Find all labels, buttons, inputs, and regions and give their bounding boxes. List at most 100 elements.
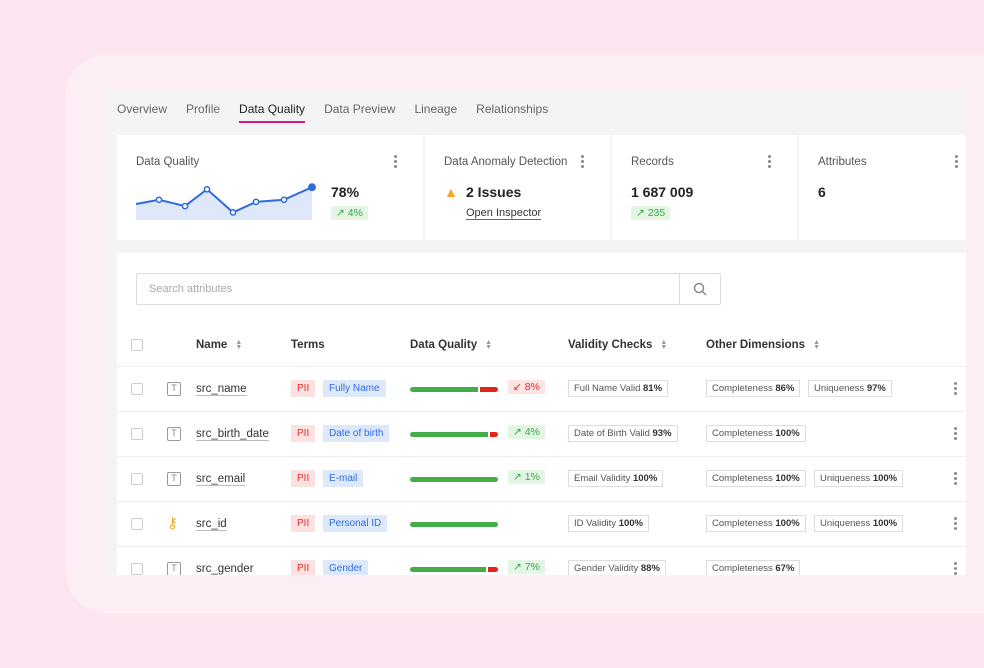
quality-delta: ↗ 1% xyxy=(508,470,545,484)
more-icon[interactable] xyxy=(581,155,585,170)
text-type-icon: T xyxy=(167,427,181,441)
select-all-checkbox[interactable] xyxy=(131,339,143,351)
chip-label: Email Validity xyxy=(574,473,631,484)
tab-data-quality[interactable]: Data Quality xyxy=(239,102,306,123)
dimension-chip: Uniqueness 100% xyxy=(814,470,904,487)
quality-pass-fill xyxy=(410,522,498,527)
header-label: Other Dimensions xyxy=(706,339,806,351)
term-tag[interactable]: Date of birth xyxy=(323,425,390,442)
pii-tag[interactable]: PII xyxy=(291,515,316,532)
column-header-other-dimensions[interactable]: Other Dimensions ▲ ▼ xyxy=(706,339,820,351)
chip-label: Completeness xyxy=(712,518,773,529)
chip-value: 100% xyxy=(775,473,800,484)
tab-overview[interactable]: Overview xyxy=(117,102,168,116)
more-icon[interactable] xyxy=(394,155,398,170)
attribute-name-link[interactable]: src_email xyxy=(196,473,246,486)
row-more-icon[interactable] xyxy=(954,562,958,575)
attribute-name-link[interactable]: src_gender xyxy=(196,563,254,575)
row-more-icon[interactable] xyxy=(954,472,958,487)
column-header-data-quality[interactable]: Data Quality ▲ ▼ xyxy=(410,339,492,351)
column-header-terms[interactable]: Terms xyxy=(291,339,325,351)
sort-icon[interactable]: ▲ ▼ xyxy=(485,338,493,351)
tab-bar: Overview Profile Data Quality Data Preview L… xyxy=(117,102,567,123)
chip-value: 97% xyxy=(866,383,886,394)
attribute-name-link[interactable]: src_birth_date xyxy=(196,428,269,441)
term-tag[interactable]: Gender xyxy=(323,560,369,575)
pii-tag[interactable]: PII xyxy=(291,560,316,575)
term-tag[interactable]: Fully Name xyxy=(323,380,386,397)
chip-value: 81% xyxy=(643,383,663,394)
header-label: Terms xyxy=(291,339,325,351)
sparkline-point xyxy=(203,185,211,193)
delta-text: 4% xyxy=(524,426,540,438)
card-title: Data Anomaly Detection xyxy=(444,156,568,168)
search-button[interactable] xyxy=(679,273,721,305)
sparkline-line xyxy=(135,186,313,214)
chip-value: 100% xyxy=(872,518,898,529)
chip-label: Date of Birth Valid xyxy=(574,428,650,439)
row-checkbox[interactable] xyxy=(131,473,143,485)
open-inspector-link[interactable]: Open Inspector xyxy=(466,207,542,220)
row-checkbox[interactable] xyxy=(131,428,143,440)
quality-bar xyxy=(410,567,498,572)
sort-icon[interactable]: ▲ ▼ xyxy=(813,338,820,351)
quality-fail-fill xyxy=(487,567,498,572)
warning-icon: ▲ xyxy=(444,184,458,200)
attribute-name-link[interactable]: src_name xyxy=(196,383,247,396)
validity-chip: ID Validity 100% xyxy=(568,515,650,532)
chip-label: ID Validity xyxy=(574,518,617,529)
column-header-name[interactable]: Name ▲ ▼ xyxy=(196,339,242,351)
sort-icon[interactable]: ▲ ▼ xyxy=(235,338,243,351)
chip-label: Completeness xyxy=(712,473,773,484)
pii-tag[interactable]: PII xyxy=(291,470,316,487)
delta-text: 8% xyxy=(524,381,540,393)
search-input[interactable]: Search attributes xyxy=(136,273,680,305)
header-label: Validity Checks xyxy=(568,339,653,351)
sparkline-point xyxy=(252,198,260,206)
chip-label: Uniqueness xyxy=(820,473,871,484)
sparkline-point xyxy=(280,196,288,204)
row-more-icon[interactable] xyxy=(954,382,958,397)
sparkline-point xyxy=(181,202,189,210)
tab-profile[interactable]: Profile xyxy=(186,102,221,116)
term-tag[interactable]: E-mail xyxy=(323,470,364,487)
card-title: Attributes xyxy=(818,156,867,168)
quality-pass-fill xyxy=(410,567,486,572)
attributes-card: Attributes 6 xyxy=(799,135,966,240)
dimension-chip: Completeness 100% xyxy=(706,470,806,487)
chip-value: 93% xyxy=(652,428,672,439)
quality-bar xyxy=(410,522,498,527)
sort-icon[interactable]: ▲ ▼ xyxy=(660,338,668,351)
pii-tag[interactable]: PII xyxy=(291,380,316,397)
data-quality-card: Data Quality 78% ↗ 4% xyxy=(117,135,423,240)
tab-relationships[interactable]: Relationships xyxy=(476,102,549,116)
tab-data-preview[interactable]: Data Preview xyxy=(324,102,396,116)
delta-text: 235 xyxy=(647,207,666,219)
column-header-validity-checks[interactable]: Validity Checks ▲ ▼ xyxy=(568,339,667,351)
table-row: ⚷ src_id PII Personal ID ID Validity 100% Com… xyxy=(117,501,966,546)
row-checkbox[interactable] xyxy=(131,518,143,530)
chip-label: Uniqueness xyxy=(814,383,865,394)
row-checkbox[interactable] xyxy=(131,563,143,575)
more-icon[interactable] xyxy=(955,155,959,170)
anomaly-card: Data Anomaly Detection ▲ 2 Issues Open I… xyxy=(425,135,610,240)
attributes-table: Search attributes Name ▲ ▼ Terms Data Qualit… xyxy=(117,253,966,575)
quality-pass-fill xyxy=(410,477,498,482)
chip-value: 100% xyxy=(775,428,800,439)
dimension-chip: Completeness 86% xyxy=(706,380,801,397)
quality-delta: ↗ 7% xyxy=(508,560,545,574)
row-checkbox[interactable] xyxy=(131,383,143,395)
tab-lineage[interactable]: Lineage xyxy=(414,102,458,116)
dimension-chip: Completeness 100% xyxy=(706,515,806,532)
chip-label: Full Name Valid xyxy=(574,383,641,394)
attribute-name-link[interactable]: src_id xyxy=(196,518,227,531)
term-tag[interactable]: Personal ID xyxy=(323,515,388,532)
dimension-chip: Uniqueness 100% xyxy=(814,515,904,532)
more-icon[interactable] xyxy=(768,155,772,170)
row-more-icon[interactable] xyxy=(954,517,958,532)
row-more-icon[interactable] xyxy=(954,427,958,442)
pii-tag[interactable]: PII xyxy=(291,425,316,442)
